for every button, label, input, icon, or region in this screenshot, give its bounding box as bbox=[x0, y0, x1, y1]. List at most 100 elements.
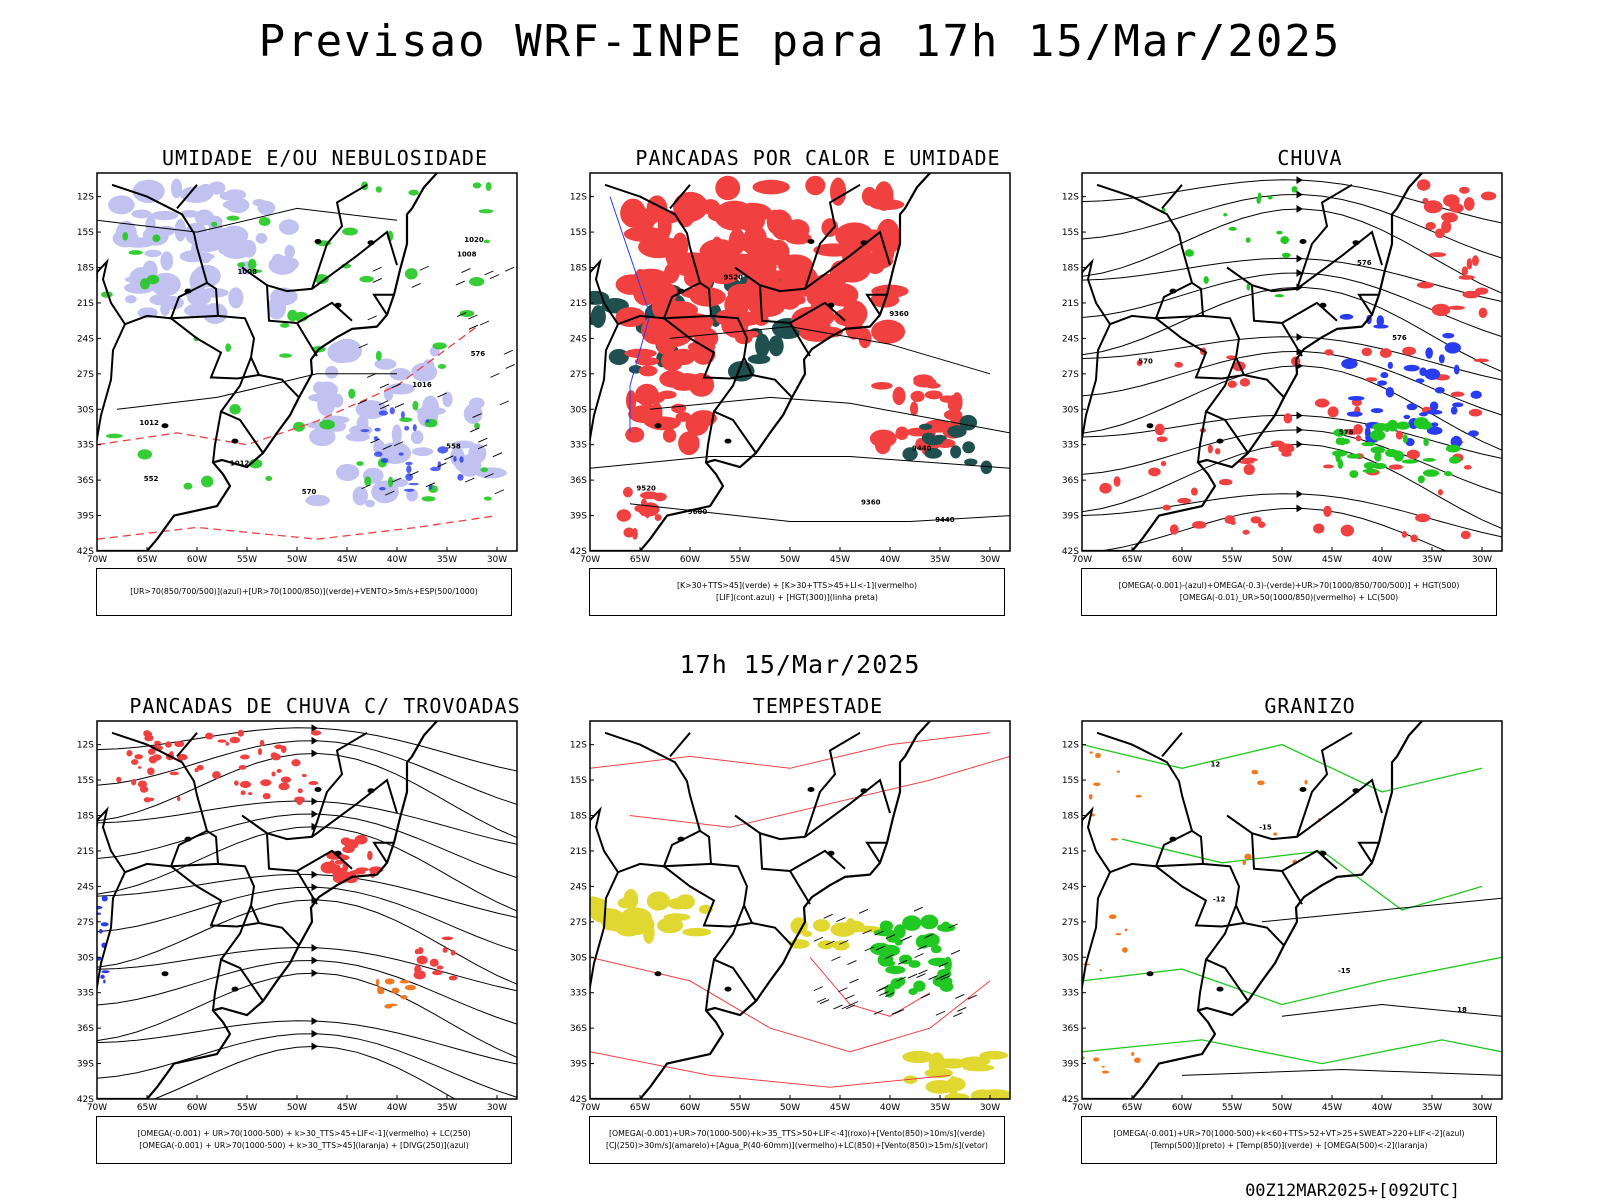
border-line bbox=[759, 833, 811, 905]
rain-red-north-blob bbox=[1466, 258, 1473, 270]
humidity-low-levels-blob bbox=[387, 476, 394, 488]
instability-red-andes-blob bbox=[654, 514, 662, 522]
border-line bbox=[97, 323, 126, 445]
lc250-streamlines-line bbox=[97, 800, 517, 845]
contour-label: 1012 bbox=[230, 459, 250, 467]
humidity-mid-levels-2-blob bbox=[474, 467, 507, 479]
humidity-blue-blob bbox=[380, 457, 389, 464]
lon-tick-label: 30W bbox=[980, 1103, 1000, 1113]
rain-blue-blob bbox=[1438, 354, 1445, 364]
humidity-blue-blob bbox=[373, 451, 383, 457]
map-content: 9600 9520 9440 9360 9520 9440 9360 bbox=[590, 173, 1010, 551]
lat-tick-label: 30S bbox=[77, 953, 94, 963]
omega-orange-north-blob bbox=[1257, 780, 1265, 786]
humidity-blue-blob bbox=[400, 411, 405, 419]
wind850-vectors-vector bbox=[845, 1004, 856, 1010]
coastline bbox=[1082, 173, 1423, 551]
rain-red-blob bbox=[1113, 476, 1121, 487]
rain-green-north-blob bbox=[1282, 252, 1291, 258]
panel-title: GRANIZO bbox=[1264, 694, 1356, 718]
jet-yellow-blob bbox=[682, 927, 712, 937]
border-line bbox=[669, 732, 691, 758]
rain-red-blob bbox=[1401, 530, 1408, 538]
lat-tick-label: 42S bbox=[570, 547, 587, 557]
lat-tick-label: 24S bbox=[570, 882, 587, 892]
wind850-vectors-vector bbox=[862, 929, 872, 935]
hgt500-streamlines-line bbox=[1082, 193, 1502, 259]
wind-vectors-vector bbox=[437, 392, 447, 398]
contour-label: 9520 bbox=[724, 273, 744, 281]
thunder-red-blob bbox=[116, 776, 122, 783]
thunder-red-blob bbox=[294, 796, 305, 802]
rain-blue-blob bbox=[1470, 390, 1482, 399]
lc250-streamlines-arrow bbox=[311, 1042, 318, 1051]
border-line bbox=[241, 731, 368, 841]
contour-label: 576 bbox=[471, 350, 486, 358]
rain-red-blob bbox=[1243, 464, 1255, 475]
rain-red-north bbox=[1416, 179, 1497, 318]
thunder-red-blob bbox=[291, 759, 301, 767]
divergence-blue-blob bbox=[97, 905, 103, 910]
instability-red-ocean-blob bbox=[947, 395, 963, 414]
lat-tick-label: 12S bbox=[1062, 741, 1079, 751]
instability-red-blob bbox=[680, 287, 715, 299]
lc850-contour bbox=[590, 1051, 951, 1088]
lon-tick-label: 55W bbox=[237, 1103, 257, 1113]
lon-tick-label: 30W bbox=[1472, 555, 1492, 565]
thunder-orange-blob bbox=[375, 978, 380, 986]
lake-marker bbox=[1169, 288, 1177, 294]
legend-box: [OMEGA(-0.001)+UR>70(1000-500)+k<60+TTS>… bbox=[1081, 1116, 1497, 1164]
rain-green-blob bbox=[1413, 417, 1429, 430]
rain-red-north-blob bbox=[1425, 222, 1436, 230]
border-line bbox=[590, 871, 619, 993]
lon-tick-label: 55W bbox=[730, 555, 750, 565]
lon-tick-label: 55W bbox=[237, 555, 257, 565]
lc250-streamlines-line bbox=[97, 826, 517, 912]
wind-vectors-vector bbox=[470, 427, 480, 433]
humidity-blue-blob bbox=[378, 410, 389, 416]
lc250-streamlines-line bbox=[97, 740, 517, 805]
contour-label: 1008 bbox=[237, 268, 257, 276]
omega-orange-blob bbox=[1124, 928, 1128, 932]
omega-orange-blob bbox=[1131, 1051, 1135, 1057]
rain-green-blob bbox=[1346, 453, 1362, 459]
panel-granizo: GRANIZO -12 12 -15 -15 18 12S 15S 18S 21S 24S 27S 3… bbox=[1060, 694, 1560, 1194]
humidity-low-levels-blob bbox=[237, 262, 245, 268]
legend-line: [CJ(250)>30m/s](amarelo)+[Agua_P(40-60mm… bbox=[606, 1141, 988, 1150]
lon-tick-label: 30W bbox=[1472, 1103, 1492, 1113]
legend-box: [OMEGA(-0.001)+UR>70(1000-500)+k>35_TTS>… bbox=[589, 1116, 1005, 1164]
hgt500-streamlines-line bbox=[1095, 507, 1448, 551]
lat-tick-label: 30S bbox=[570, 953, 587, 963]
humidity-mid-levels-2-blob bbox=[345, 432, 370, 442]
wind850-vectors-vector bbox=[907, 973, 918, 979]
instability-red-south-blob bbox=[625, 426, 645, 443]
lake-marker bbox=[231, 986, 239, 992]
lat-tick-label: 12S bbox=[570, 193, 587, 203]
thunder-red-blob bbox=[143, 730, 151, 737]
rain-red-blob bbox=[1314, 398, 1330, 408]
humidity-low-levels-blob bbox=[359, 275, 374, 283]
lon-tick-label: 70W bbox=[1072, 555, 1092, 565]
rain-red-blob bbox=[1270, 440, 1285, 447]
hgt500-streamlines-arrow bbox=[1296, 269, 1303, 277]
humidity-low-levels-blob bbox=[101, 291, 113, 298]
instability-red-andes-blob bbox=[653, 492, 667, 502]
instability-red-south-blob bbox=[673, 373, 701, 387]
omega-orange-blob bbox=[1108, 914, 1117, 920]
instability-red-blob bbox=[810, 306, 835, 327]
rain-green-north-blob bbox=[1184, 249, 1194, 257]
wind-vectors-vector bbox=[409, 471, 419, 476]
wind850-vectors-vector bbox=[948, 923, 958, 929]
border-line bbox=[169, 830, 219, 868]
omega-orange-blob bbox=[1095, 752, 1101, 759]
instability-red-south-blob bbox=[685, 413, 709, 436]
thunder-red-se-blob bbox=[332, 867, 347, 879]
hgt500-streamlines-line bbox=[1082, 179, 1502, 224]
rain-red-north-blob bbox=[1449, 203, 1464, 213]
thunder-red-blob bbox=[271, 771, 276, 777]
contour-labels: 1008 1008 1012 1012 1016 1020 570 576 552 558 bbox=[139, 236, 485, 496]
thunder-red-blob bbox=[240, 790, 246, 796]
thunder-red-blob bbox=[308, 780, 319, 786]
lat-tick-label: 33S bbox=[570, 989, 587, 999]
omega-orange-north-blob bbox=[1251, 769, 1259, 775]
